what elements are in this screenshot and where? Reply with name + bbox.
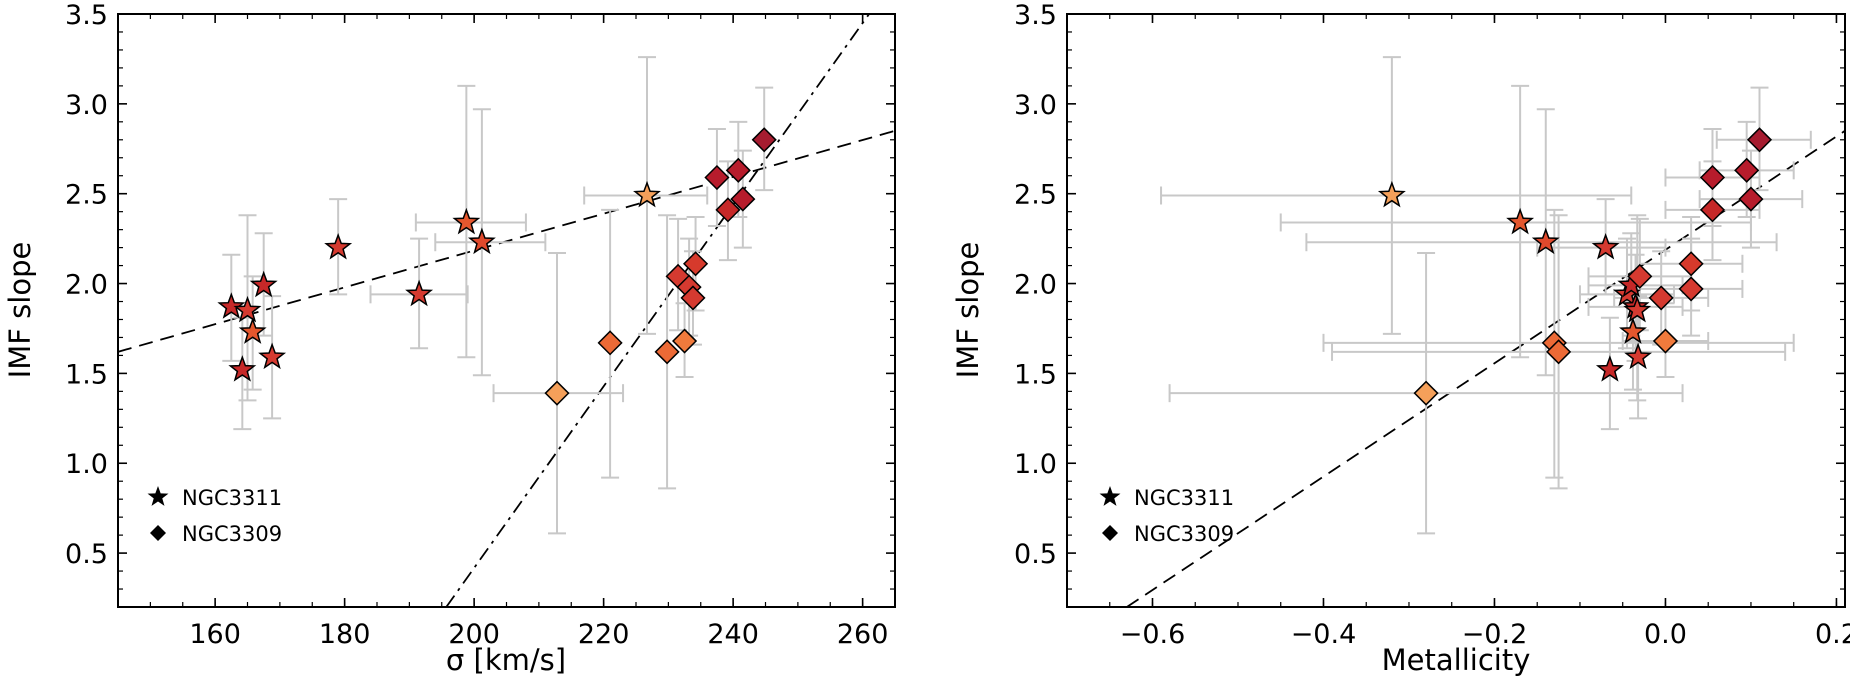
data-point-ngc3311	[1591, 232, 1620, 260]
legend-star-icon	[147, 486, 169, 506]
data-point-ngc3309	[1699, 164, 1726, 191]
x-tick-label: 220	[578, 619, 630, 650]
y-tick-label: 0.5	[1014, 539, 1057, 570]
data-point-ngc3309	[1678, 251, 1704, 277]
data-point-ngc3311	[1377, 180, 1406, 208]
legend-diamond-icon	[1102, 525, 1118, 541]
data-point-ngc3311	[258, 342, 287, 370]
y-tick-label: 2.5	[1014, 180, 1057, 211]
y-tick-label: 1.0	[65, 449, 108, 480]
data-point-ngc3309	[1546, 339, 1572, 365]
ticks-metallicity: −0.6 −0.4 −0.2 0.0 0.2 0.5 1.0 1.5 2.0 2.5 3.0 3.5	[1014, 0, 1850, 650]
y-tick-label: 0.5	[65, 539, 108, 570]
data-point-ngc3309	[1699, 197, 1726, 223]
data-point-ngc3309	[1648, 285, 1674, 311]
data-point-ngc3311	[217, 292, 246, 319]
data-point-ngc3311	[1531, 227, 1560, 255]
y-axis-label-sigma: IMF slope	[3, 242, 37, 379]
data-point-ngc3311	[324, 232, 353, 260]
data-point-ngc3309	[1413, 380, 1439, 406]
data-point-ngc3311	[1624, 342, 1653, 370]
y-tick-label: 3.5	[1014, 0, 1057, 31]
y-axis-label-metallicity: IMF slope	[951, 242, 985, 379]
data-point-ngc3311	[249, 270, 278, 298]
data-point-ngc3311	[1619, 317, 1647, 344]
data-point-ngc3311	[452, 207, 481, 235]
x-tick-label: −0.6	[1120, 619, 1186, 650]
x-tick-label: 200	[448, 619, 500, 650]
y-tick-label: 2.0	[1014, 270, 1057, 301]
data-point-ngc3309	[544, 380, 570, 406]
legend-label-ngc3309: NGC3309	[182, 522, 282, 546]
panel-sigma: 160 180 200 220 240 2600.51.01.52.02.53.03.5 …	[3, 0, 896, 677]
data-point-ngc3309	[1652, 328, 1679, 354]
data-point-ngc3311	[633, 180, 661, 208]
axes-frame-metallicity	[1066, 13, 1846, 608]
data-point-ngc3311	[233, 295, 262, 323]
data-point-ngc3309	[751, 127, 777, 153]
data-point-ngc3311	[405, 279, 434, 307]
data-point-ngc3309	[730, 186, 756, 212]
fit-line-dashed	[1126, 130, 1845, 607]
data-point-ngc3309	[704, 164, 730, 191]
legend-metallicity: NGC3311 NGC3309	[1099, 486, 1234, 546]
y-tick-label: 1.5	[65, 359, 108, 390]
x-tick-label: 0.0	[1644, 619, 1687, 650]
y-tick-label: 1.0	[1014, 449, 1057, 480]
legend-star-icon	[1099, 486, 1121, 506]
data-point-ngc3309	[725, 157, 751, 183]
fit-line-dashdot	[445, 14, 870, 607]
data-point-ngc3309	[1627, 263, 1653, 289]
data-point-ngc3311	[228, 355, 257, 382]
ticks-sigma: 160 180 200 220 240 260 0.5 1.0 1.5 2.0 2.5 3.0 3.5	[65, 0, 896, 650]
data-point-ngc3309	[672, 328, 698, 354]
data-point-ngc3309	[1678, 276, 1704, 302]
y-tick-label: 2.0	[65, 270, 108, 301]
x-tick-label: 260	[837, 619, 889, 650]
data-point-ngc3309	[680, 285, 706, 311]
y-tick-label: 3.0	[65, 90, 108, 121]
data-point-ngc3309	[597, 330, 623, 356]
legend-label-ngc3311: NGC3311	[182, 486, 282, 510]
data-point-ngc3309	[715, 197, 741, 223]
legend-label-ngc3311: NGC3311	[1134, 486, 1234, 510]
data-point-ngc3309	[1734, 157, 1760, 183]
y-tick-label: 1.5	[1014, 359, 1057, 390]
x-tick-label: 180	[319, 619, 371, 650]
x-axis-label-metallicity: Metallicity	[1382, 643, 1531, 677]
data-point-ngc3311	[238, 317, 267, 344]
x-tick-label: 240	[707, 619, 759, 650]
data-point-ngc3309	[683, 251, 709, 277]
x-tick-label: 0.2	[1815, 619, 1850, 650]
data-point-ngc3309	[654, 339, 680, 365]
data-point-ngc3311	[1506, 207, 1535, 235]
x-tick-label: 160	[189, 619, 241, 650]
data-point-ngc3311	[1623, 295, 1652, 323]
y-tick-label: 3.0	[1014, 90, 1057, 121]
x-tick-label: −0.4	[1291, 619, 1357, 650]
legend-diamond-icon	[150, 525, 166, 541]
legend-label-ngc3309: NGC3309	[1134, 522, 1234, 546]
legend-sigma: NGC3311 NGC3309	[147, 486, 282, 546]
data-point-ngc3309	[1746, 127, 1773, 153]
panel-metallicity: −0.6 −0.4 −0.2 0.0 0.20.51.01.52.02.53.03.5 …	[951, 0, 1850, 677]
x-tick-label: −0.2	[1462, 619, 1528, 650]
plot-area-metallicity	[1126, 56, 1845, 607]
plot-area-sigma	[118, 14, 895, 607]
data-point-ngc3309	[1738, 186, 1764, 212]
y-tick-label: 2.5	[65, 180, 108, 211]
x-axis-label-sigma: σ [km/s]	[446, 643, 566, 677]
y-tick-label: 3.5	[65, 0, 108, 31]
data-point-ngc3311	[1595, 355, 1624, 382]
data-point-ngc3311	[467, 227, 496, 255]
